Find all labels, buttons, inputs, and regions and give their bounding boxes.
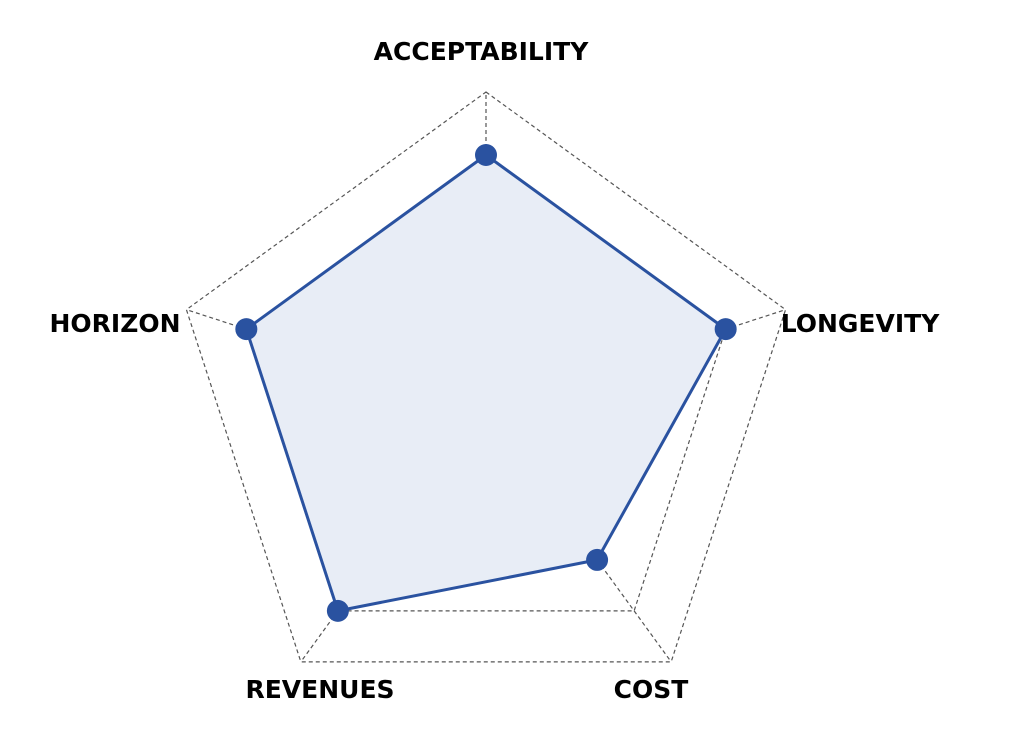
axis-label-longevity: LONGEVITY [781, 309, 941, 338]
radar-series [235, 144, 737, 622]
axis-label-horizon: HORIZON [49, 309, 180, 338]
grid-ring-5 [185, 91, 787, 663]
data-point-longevity [714, 318, 737, 341]
axis-labels: ACCEPTABILITY LONGEVITY COST REVENUES HORIZO… [49, 37, 940, 704]
axis-label-acceptability: ACCEPTABILITY [374, 37, 590, 66]
axis-label-cost: COST [614, 675, 689, 704]
data-point-cost [586, 548, 609, 571]
axis-label-revenues: REVENUES [245, 675, 394, 704]
data-point-acceptability [475, 144, 497, 166]
data-point-horizon [235, 318, 258, 341]
data-point-revenues [326, 599, 349, 622]
series-area-0 [244, 153, 728, 613]
